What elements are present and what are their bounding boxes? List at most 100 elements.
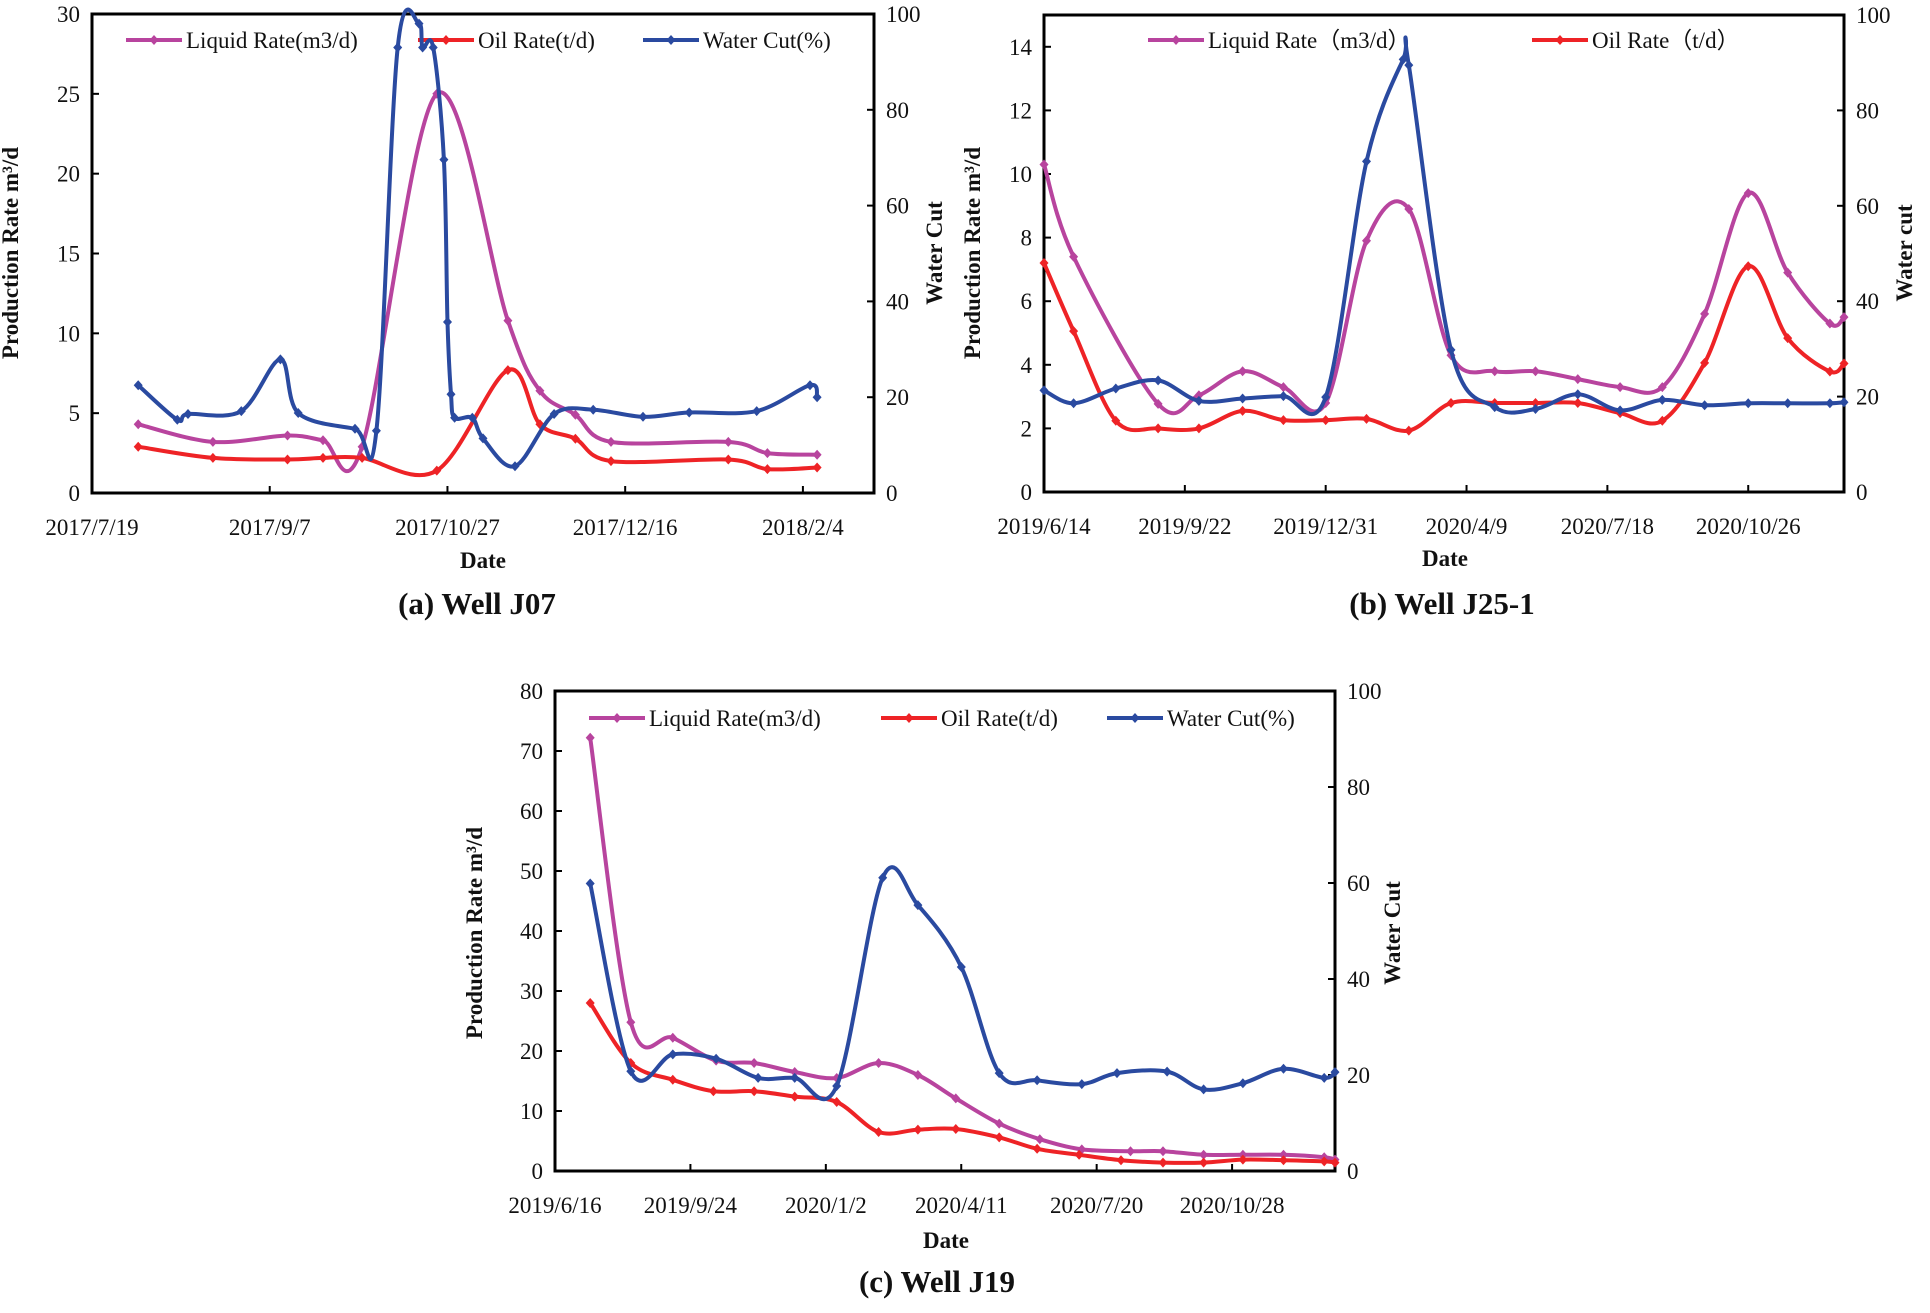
data-point (711, 1053, 721, 1064)
data-point (812, 392, 822, 403)
y2-tick-label: 100 (1856, 3, 1891, 28)
legend-label: Liquid Rate（m3/d） (1208, 28, 1411, 53)
data-point (1783, 333, 1793, 344)
data-point (812, 462, 822, 473)
y-tick-label: 15 (57, 242, 80, 267)
x-tick-label: 2018/2/4 (762, 515, 844, 540)
data-point (414, 18, 424, 29)
data-point (1398, 54, 1408, 65)
data-point (1238, 405, 1248, 416)
x-tick-label: 2020/10/28 (1180, 1193, 1285, 1218)
series-0 (585, 732, 1340, 1165)
data-point (708, 1086, 718, 1097)
y2-tick-label: 20 (886, 385, 909, 410)
legend-marker (612, 713, 622, 723)
data-point (1657, 415, 1667, 426)
chart-title: (c) Well J19 (859, 1264, 1015, 1299)
y2-tick-label: 80 (886, 98, 909, 123)
y-tick-label: 30 (520, 979, 543, 1004)
x-tick-label: 2020/7/20 (1050, 1193, 1143, 1218)
data-point (1158, 1157, 1168, 1168)
data-point (371, 425, 381, 436)
data-point (1404, 425, 1414, 436)
data-point (393, 42, 403, 53)
data-point (1743, 188, 1753, 199)
data-point (283, 430, 292, 441)
legend-item: Oil Rate(t/d) (418, 28, 595, 53)
series-line (1043, 35, 1845, 417)
series-2 (1039, 35, 1849, 417)
y-tick-label: 40 (520, 919, 543, 944)
data-point (874, 1058, 884, 1068)
data-point (752, 406, 762, 417)
data-point (467, 412, 477, 423)
data-point (1077, 1079, 1087, 1090)
data-point (956, 962, 966, 972)
data-point (913, 1124, 923, 1135)
data-point (749, 1058, 759, 1068)
data-point (1279, 1063, 1288, 1074)
data-point (1032, 1075, 1042, 1086)
x-tick-label: 2017/7/19 (45, 515, 138, 540)
y-tick-label: 12 (1009, 98, 1032, 123)
y-tick-label: 30 (57, 2, 80, 27)
series-line (137, 90, 818, 474)
data-point (1039, 258, 1049, 268)
data-point (133, 380, 143, 391)
data-point (446, 389, 456, 400)
data-point (994, 1118, 1004, 1129)
data-point (183, 409, 193, 419)
data-point (1153, 375, 1163, 386)
data-point (1319, 1156, 1329, 1167)
data-point (994, 1068, 1004, 1079)
data-point (1446, 344, 1456, 355)
data-point (1319, 1072, 1329, 1083)
legend-marker (904, 713, 914, 723)
data-point (1278, 391, 1288, 402)
y2-tick-label: 0 (1856, 480, 1868, 505)
data-point (570, 433, 580, 444)
y-axis-label: Production Rate m³/d (0, 147, 23, 359)
chart-title: (b) Well J25-1 (1349, 586, 1534, 621)
data-point (1194, 395, 1204, 406)
y2-tick-label: 80 (1856, 98, 1879, 123)
data-point (236, 406, 246, 417)
y2-tick-label: 0 (886, 481, 898, 506)
y-tick-label: 0 (69, 481, 81, 506)
x-tick-label: 2019/9/22 (1138, 514, 1231, 539)
x-tick-label: 2020/4/11 (915, 1193, 1007, 1218)
data-point (668, 1049, 678, 1060)
data-point (1126, 1146, 1135, 1157)
x-tick-label: 2019/9/24 (644, 1193, 738, 1218)
series-2 (585, 865, 1340, 1102)
data-point (1199, 1157, 1209, 1168)
series-2 (133, 7, 822, 472)
data-point (350, 423, 360, 434)
legend-label: Water Cut(%) (1167, 706, 1295, 731)
data-point (723, 454, 733, 465)
series-1 (585, 998, 1340, 1168)
data-point (1158, 1146, 1168, 1157)
data-point (172, 414, 182, 425)
data-point (1657, 382, 1667, 393)
y-axis-label: Production Rate m³/d (462, 827, 487, 1039)
series-line (1042, 163, 1846, 416)
y2-axis-label: Water Cut (1380, 881, 1405, 985)
x-tick-label: 2020/4/9 (1426, 514, 1508, 539)
data-point (1531, 366, 1540, 377)
data-point (283, 454, 292, 465)
data-point (1839, 312, 1849, 323)
y2-tick-label: 20 (1856, 385, 1879, 410)
legend-item: Oil Rate（t/d） (1532, 28, 1740, 53)
series-1 (133, 365, 822, 478)
y2-tick-label: 100 (1347, 679, 1382, 704)
data-point (1278, 415, 1288, 426)
legend-item: Liquid Rate（m3/d） (1148, 28, 1411, 53)
data-point (1783, 267, 1793, 278)
legend-marker (149, 35, 159, 45)
data-point (913, 900, 923, 911)
y-tick-label: 2 (1021, 416, 1033, 441)
data-point (1238, 393, 1248, 404)
data-point (1321, 415, 1331, 426)
data-point (439, 154, 449, 165)
